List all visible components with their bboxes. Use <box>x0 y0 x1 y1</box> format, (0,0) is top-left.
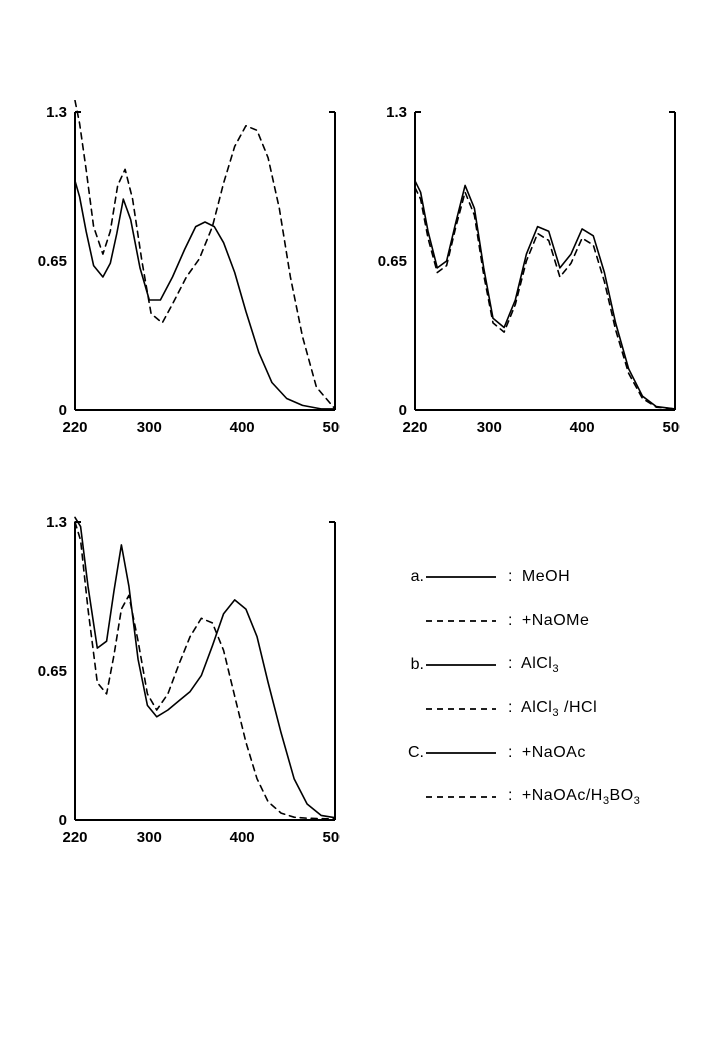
svg-text:1.3: 1.3 <box>386 104 407 121</box>
legend-line-sample <box>426 567 496 587</box>
svg-text:220: 220 <box>62 419 87 436</box>
legend-row: a. : MeOH <box>400 560 690 594</box>
svg-text:300: 300 <box>137 419 162 436</box>
svg-text:0.65: 0.65 <box>378 253 407 270</box>
page: 0 0.65 1.3 220 300 400 500 0 0.65 1.3 220 300 400 50… <box>0 0 720 1040</box>
chart-b: 0 0.65 1.3 220 300 400 500 <box>370 100 680 440</box>
legend-key: a. <box>400 568 426 586</box>
legend-key: C. <box>400 744 426 762</box>
svg-text:0: 0 <box>399 402 407 419</box>
legend-row: : AlCl3 /HCl <box>400 692 690 726</box>
curve-solid <box>75 517 335 817</box>
legend-line-sample <box>426 787 496 807</box>
row-bottom: 0 0.65 1.3 220 300 400 500 a. : MeOH : +NaOMe b.:… <box>30 510 690 850</box>
svg-text:500: 500 <box>662 419 680 436</box>
svg-text:0.65: 0.65 <box>38 663 67 680</box>
legend-row: : +NaOAc/H3BO3 <box>400 780 690 814</box>
curve-solid <box>415 181 675 409</box>
svg-text:0: 0 <box>59 402 67 419</box>
legend-label: : +NaOMe <box>508 612 690 630</box>
legend-line-sample <box>426 611 496 631</box>
svg-text:400: 400 <box>230 419 255 436</box>
svg-text:300: 300 <box>477 419 502 436</box>
svg-text:400: 400 <box>230 829 255 846</box>
svg-text:500: 500 <box>322 419 340 436</box>
svg-text:500: 500 <box>322 829 340 846</box>
legend-line-sample <box>426 743 496 763</box>
svg-text:220: 220 <box>62 829 87 846</box>
legend-row: C. : +NaOAc <box>400 736 690 770</box>
curve-solid <box>75 181 335 409</box>
chart-c: 0 0.65 1.3 220 300 400 500 <box>30 510 340 850</box>
legend: a. : MeOH : +NaOMe b. : AlCl3 : AlCl3 /HCl C.:… <box>370 510 690 850</box>
chart-c-svg: 0 0.65 1.3 220 300 400 500 <box>30 510 340 850</box>
legend-row: b. : AlCl3 <box>400 648 690 682</box>
legend-label: : +NaOAc <box>508 744 690 762</box>
legend-label: : AlCl3 /HCl <box>508 699 690 719</box>
svg-text:0: 0 <box>59 812 67 829</box>
legend-row: : +NaOMe <box>400 604 690 638</box>
svg-text:220: 220 <box>402 419 427 436</box>
svg-text:1.3: 1.3 <box>46 104 67 121</box>
svg-text:400: 400 <box>570 419 595 436</box>
curve-dashed <box>415 188 675 409</box>
legend-label: : +NaOAc/H3BO3 <box>508 787 690 807</box>
chart-b-svg: 0 0.65 1.3 220 300 400 500 <box>370 100 680 440</box>
curve-dashed <box>75 522 335 819</box>
row-top: 0 0.65 1.3 220 300 400 500 0 0.65 1.3 220 300 400 50… <box>30 100 690 440</box>
curve-dashed <box>75 101 335 409</box>
legend-label: : AlCl3 <box>508 655 690 675</box>
legend-label: : MeOH <box>508 568 690 586</box>
legend-key: b. <box>400 656 426 674</box>
legend-line-sample <box>426 655 496 675</box>
svg-text:300: 300 <box>137 829 162 846</box>
chart-a-svg: 0 0.65 1.3 220 300 400 500 <box>30 100 340 440</box>
legend-line-sample <box>426 699 496 719</box>
svg-text:0.65: 0.65 <box>38 253 67 270</box>
svg-text:1.3: 1.3 <box>46 514 67 531</box>
chart-a: 0 0.65 1.3 220 300 400 500 <box>30 100 340 440</box>
